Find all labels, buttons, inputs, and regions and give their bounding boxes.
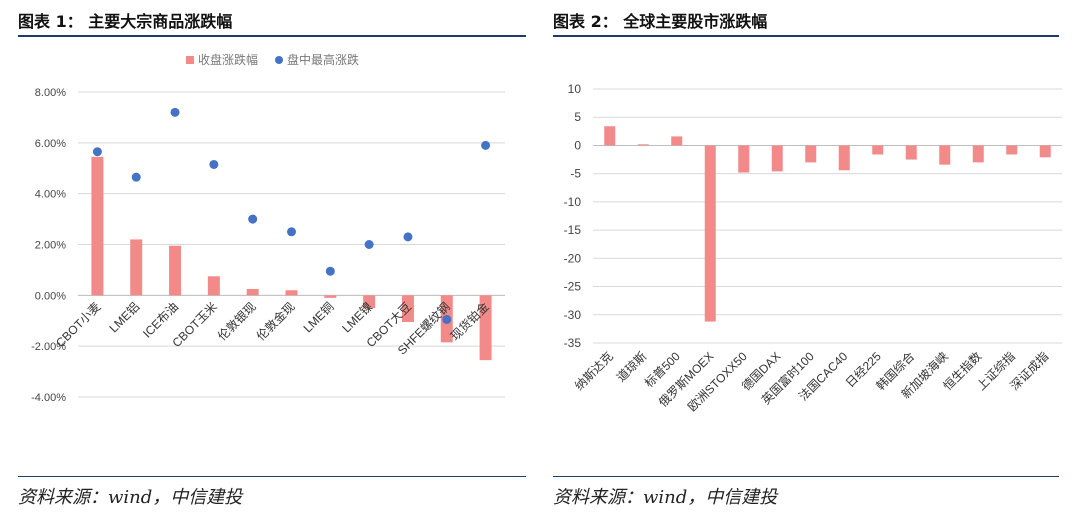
bar-LME镍 — [363, 295, 376, 309]
legend-label-point: 盘中最高涨跌 — [287, 52, 359, 67]
bar-ICE布油 — [169, 245, 182, 296]
bar-深证成指 — [1039, 145, 1051, 158]
point-CBOT大豆 — [403, 232, 413, 242]
bar-恒生指数 — [972, 145, 984, 163]
bar-标普500 — [671, 136, 683, 146]
point-CBOT小麦 — [92, 147, 102, 157]
bar-韩国综合 — [905, 145, 917, 160]
right-source-rule — [553, 476, 1059, 477]
right-title-rule — [553, 35, 1059, 37]
point-LME铝 — [131, 172, 141, 182]
y-tick-label: 0 — [574, 138, 581, 152]
y-tick-label: 0.00% — [35, 290, 66, 302]
y-tick-label: -4.00% — [31, 392, 66, 404]
bar-道琼斯 — [637, 144, 649, 146]
bar-纳斯达克 — [604, 126, 616, 146]
point-ICE布油 — [170, 107, 180, 117]
right-stock-chart: 1050-5-10-15-20-25-30-35纳斯达克道琼斯标普500俄罗斯M… — [564, 82, 1062, 414]
y-tick-label: 8.00% — [35, 87, 66, 99]
y-tick-label: -2.00% — [31, 341, 66, 353]
right-chart-title: 图表 2： 全球主要股市涨跌幅 — [553, 12, 768, 31]
bar-俄罗斯MOEX — [704, 145, 716, 322]
y-tick-label: -15 — [564, 223, 582, 237]
y-tick-label: -5 — [570, 167, 581, 181]
bar-CBOT玉米 — [207, 276, 220, 296]
y-tick-label: 4.00% — [35, 189, 66, 201]
left-chart-title: 图表 1： 主要大宗商品涨跌幅 — [18, 12, 233, 31]
bar-日经225 — [872, 145, 884, 155]
bar-LME铝 — [130, 239, 143, 296]
y-tick-label: -30 — [564, 308, 582, 322]
point-伦敦金现 — [287, 227, 296, 237]
point-现货铂金 — [481, 140, 491, 150]
y-tick-label: 5 — [574, 110, 581, 124]
y-tick-label: -10 — [564, 195, 582, 209]
y-tick-label: 10 — [568, 82, 582, 96]
y-tick-label: 2.00% — [35, 240, 66, 252]
x-category-label: 纳斯达克 — [572, 349, 616, 393]
bar-上证综指 — [1006, 145, 1018, 155]
bar-欧洲STOXX50 — [738, 145, 750, 173]
bar-CBOT大豆 — [401, 295, 414, 323]
legend-swatch-bar — [186, 56, 194, 64]
bar-伦敦金现 — [285, 290, 298, 296]
left-source-note: 资料来源：wind，中信建投 — [18, 487, 243, 508]
point-LME铜 — [325, 266, 335, 276]
point-CBOT玉米 — [209, 159, 219, 169]
bar-英国富时100 — [805, 145, 817, 163]
bar-CBOT小麦 — [91, 156, 104, 296]
y-tick-label: -20 — [564, 251, 582, 265]
y-tick-label: -35 — [564, 336, 582, 350]
bar-伦敦银现 — [246, 288, 259, 296]
right-source-note: 资料来源：wind，中信建投 — [553, 487, 778, 508]
y-tick-label: -25 — [564, 280, 582, 294]
bar-LME铜 — [324, 295, 337, 298]
point-LME镍 — [364, 240, 374, 249]
legend-label-bar: 收盘涨跌幅 — [198, 52, 258, 67]
left-commodity-chart: -4.00%-2.00%0.00%2.00%4.00%6.00%8.00%CBO… — [31, 52, 505, 404]
left-title-rule — [18, 35, 526, 37]
point-伦敦银现 — [248, 214, 258, 224]
bar-德国DAX — [771, 145, 783, 172]
legend-swatch-point — [275, 56, 283, 64]
point-SHFE螺纹钢 — [442, 314, 452, 324]
y-tick-label: 6.00% — [35, 138, 66, 150]
bar-法国CAC40 — [838, 145, 850, 171]
bar-新加坡海峡 — [939, 145, 951, 165]
left-source-rule — [18, 476, 526, 477]
bar-现货铂金 — [479, 295, 492, 361]
